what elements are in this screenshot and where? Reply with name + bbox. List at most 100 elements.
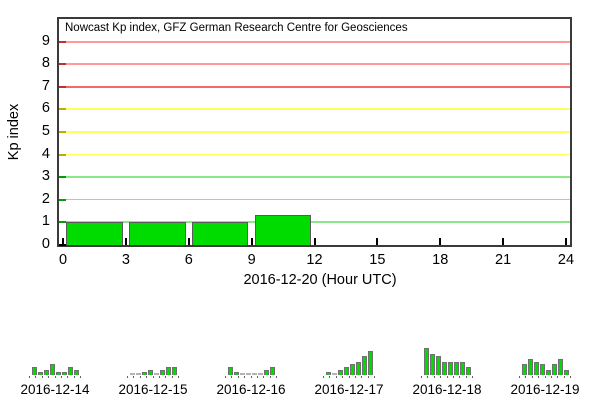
x-axis-tick-12	[313, 238, 316, 245]
history-bar	[367, 351, 373, 375]
x-axis-tick-3	[124, 238, 127, 245]
history-bar	[147, 369, 153, 375]
y-tick-label-7: 7	[41, 77, 50, 94]
history-chart-2016-12-19: 2016-12-19	[498, 347, 592, 397]
history-bar	[269, 367, 275, 375]
history-date-label: 2016-12-17	[314, 382, 384, 397]
history-zero-dash	[257, 373, 263, 375]
history-zero-dash	[331, 373, 337, 375]
x-axis-tick-21	[502, 238, 505, 245]
kp-bar-6-9	[191, 222, 249, 245]
history-bar	[263, 369, 269, 375]
x-tick-label-18: 18	[432, 252, 449, 268]
history-date-label: 2016-12-14	[20, 382, 90, 397]
history-bar	[453, 361, 459, 375]
history-axis-ticks	[519, 376, 571, 379]
history-chart-2016-12-18: 2016-12-18	[400, 347, 494, 397]
gridline-kp-2	[59, 198, 570, 201]
history-bar	[37, 372, 43, 375]
history-zero-dash	[239, 373, 245, 375]
x-axis-tick-24	[565, 238, 567, 245]
history-bar	[141, 372, 147, 375]
y-axis-tick-4	[59, 153, 66, 156]
y-tick-label-0: 0	[41, 236, 50, 252]
history-bar	[233, 372, 239, 375]
y-axis-tick-0	[59, 244, 66, 246]
history-bar	[435, 356, 441, 375]
y-tick-label-3: 3	[41, 168, 50, 185]
history-chart-2016-12-16: 2016-12-16	[204, 347, 298, 397]
y-tick-label-5: 5	[41, 123, 50, 139]
history-axis-ticks	[127, 376, 179, 379]
history-bar	[337, 369, 343, 375]
history-bars	[31, 347, 79, 375]
y-axis-tick-9	[59, 40, 66, 43]
y-axis-tick-7	[59, 85, 66, 88]
history-date-label: 2016-12-19	[510, 382, 580, 397]
history-date-label: 2016-12-16	[216, 382, 286, 397]
x-tick-label-3: 3	[121, 252, 130, 268]
kp-bar-9-12	[254, 214, 312, 245]
history-chart-2016-12-17: 2016-12-17	[302, 347, 396, 397]
y-tick-label-9: 9	[41, 32, 50, 49]
history-date-label: 2016-12-15	[118, 382, 188, 397]
history-bar	[67, 367, 73, 375]
history-bar	[545, 369, 551, 375]
history-bar	[429, 353, 435, 375]
history-chart-2016-12-15: 2016-12-15	[106, 347, 200, 397]
history-bar	[343, 367, 349, 375]
history-bar	[527, 359, 533, 375]
kp-bar-0-3	[66, 222, 123, 245]
history-bar	[325, 372, 331, 375]
history-bar	[551, 364, 557, 375]
history-bar	[355, 361, 361, 375]
x-axis-label: 2016-12-20 (Hour UTC)	[243, 272, 397, 288]
y-tick-label-6: 6	[41, 100, 50, 117]
history-bar	[447, 361, 453, 375]
gridline-kp-8	[59, 63, 570, 66]
x-axis-tick-9	[250, 238, 253, 245]
history-zero-dash	[153, 373, 159, 375]
gridline-kp-4	[59, 153, 570, 156]
history-bars	[325, 347, 373, 375]
x-tick-label-0: 0	[58, 252, 68, 268]
y-tick-label-1: 1	[41, 213, 50, 230]
history-bar	[361, 356, 367, 375]
history-bar	[557, 359, 563, 375]
x-axis-tick-6	[187, 238, 190, 245]
x-tick-label-6: 6	[184, 252, 193, 268]
history-axis-ticks	[323, 376, 375, 379]
chart-title: Nowcast Kp index, GFZ German Research Ce…	[65, 22, 408, 34]
history-zero-dash	[135, 373, 141, 375]
history-bar	[55, 372, 61, 375]
history-bar	[563, 369, 569, 375]
history-bar	[539, 364, 545, 375]
x-tick-label-21: 21	[495, 252, 512, 268]
history-zero-dash	[245, 373, 251, 375]
gridline-kp-5	[59, 131, 570, 133]
plot-area: Nowcast Kp index, GFZ German Research Ce…	[57, 17, 572, 247]
y-axis-tick-1	[59, 221, 66, 224]
history-bars	[521, 347, 569, 375]
gridline-kp-9	[59, 40, 570, 43]
x-axis-tick-0	[62, 238, 64, 245]
history-bar	[349, 364, 355, 375]
history-bar	[31, 367, 37, 375]
history-bar	[533, 361, 539, 375]
history-bar	[465, 367, 471, 375]
y-axis-tick-3	[59, 176, 66, 179]
history-bars	[129, 347, 177, 375]
y-axis-tick-6	[59, 108, 66, 111]
x-axis-tick-15	[376, 238, 379, 245]
y-tick-label-2: 2	[41, 190, 50, 207]
history-bars	[423, 347, 471, 375]
history-bar	[441, 361, 447, 375]
history-axis-ticks	[29, 376, 81, 379]
history-bar	[43, 369, 49, 375]
history-zero-dash	[129, 373, 135, 375]
history-date-label: 2016-12-18	[412, 382, 482, 397]
y-axis-tick-8	[59, 63, 66, 66]
x-axis-tick-18	[439, 238, 442, 245]
y-axis-tick-5	[59, 131, 66, 133]
